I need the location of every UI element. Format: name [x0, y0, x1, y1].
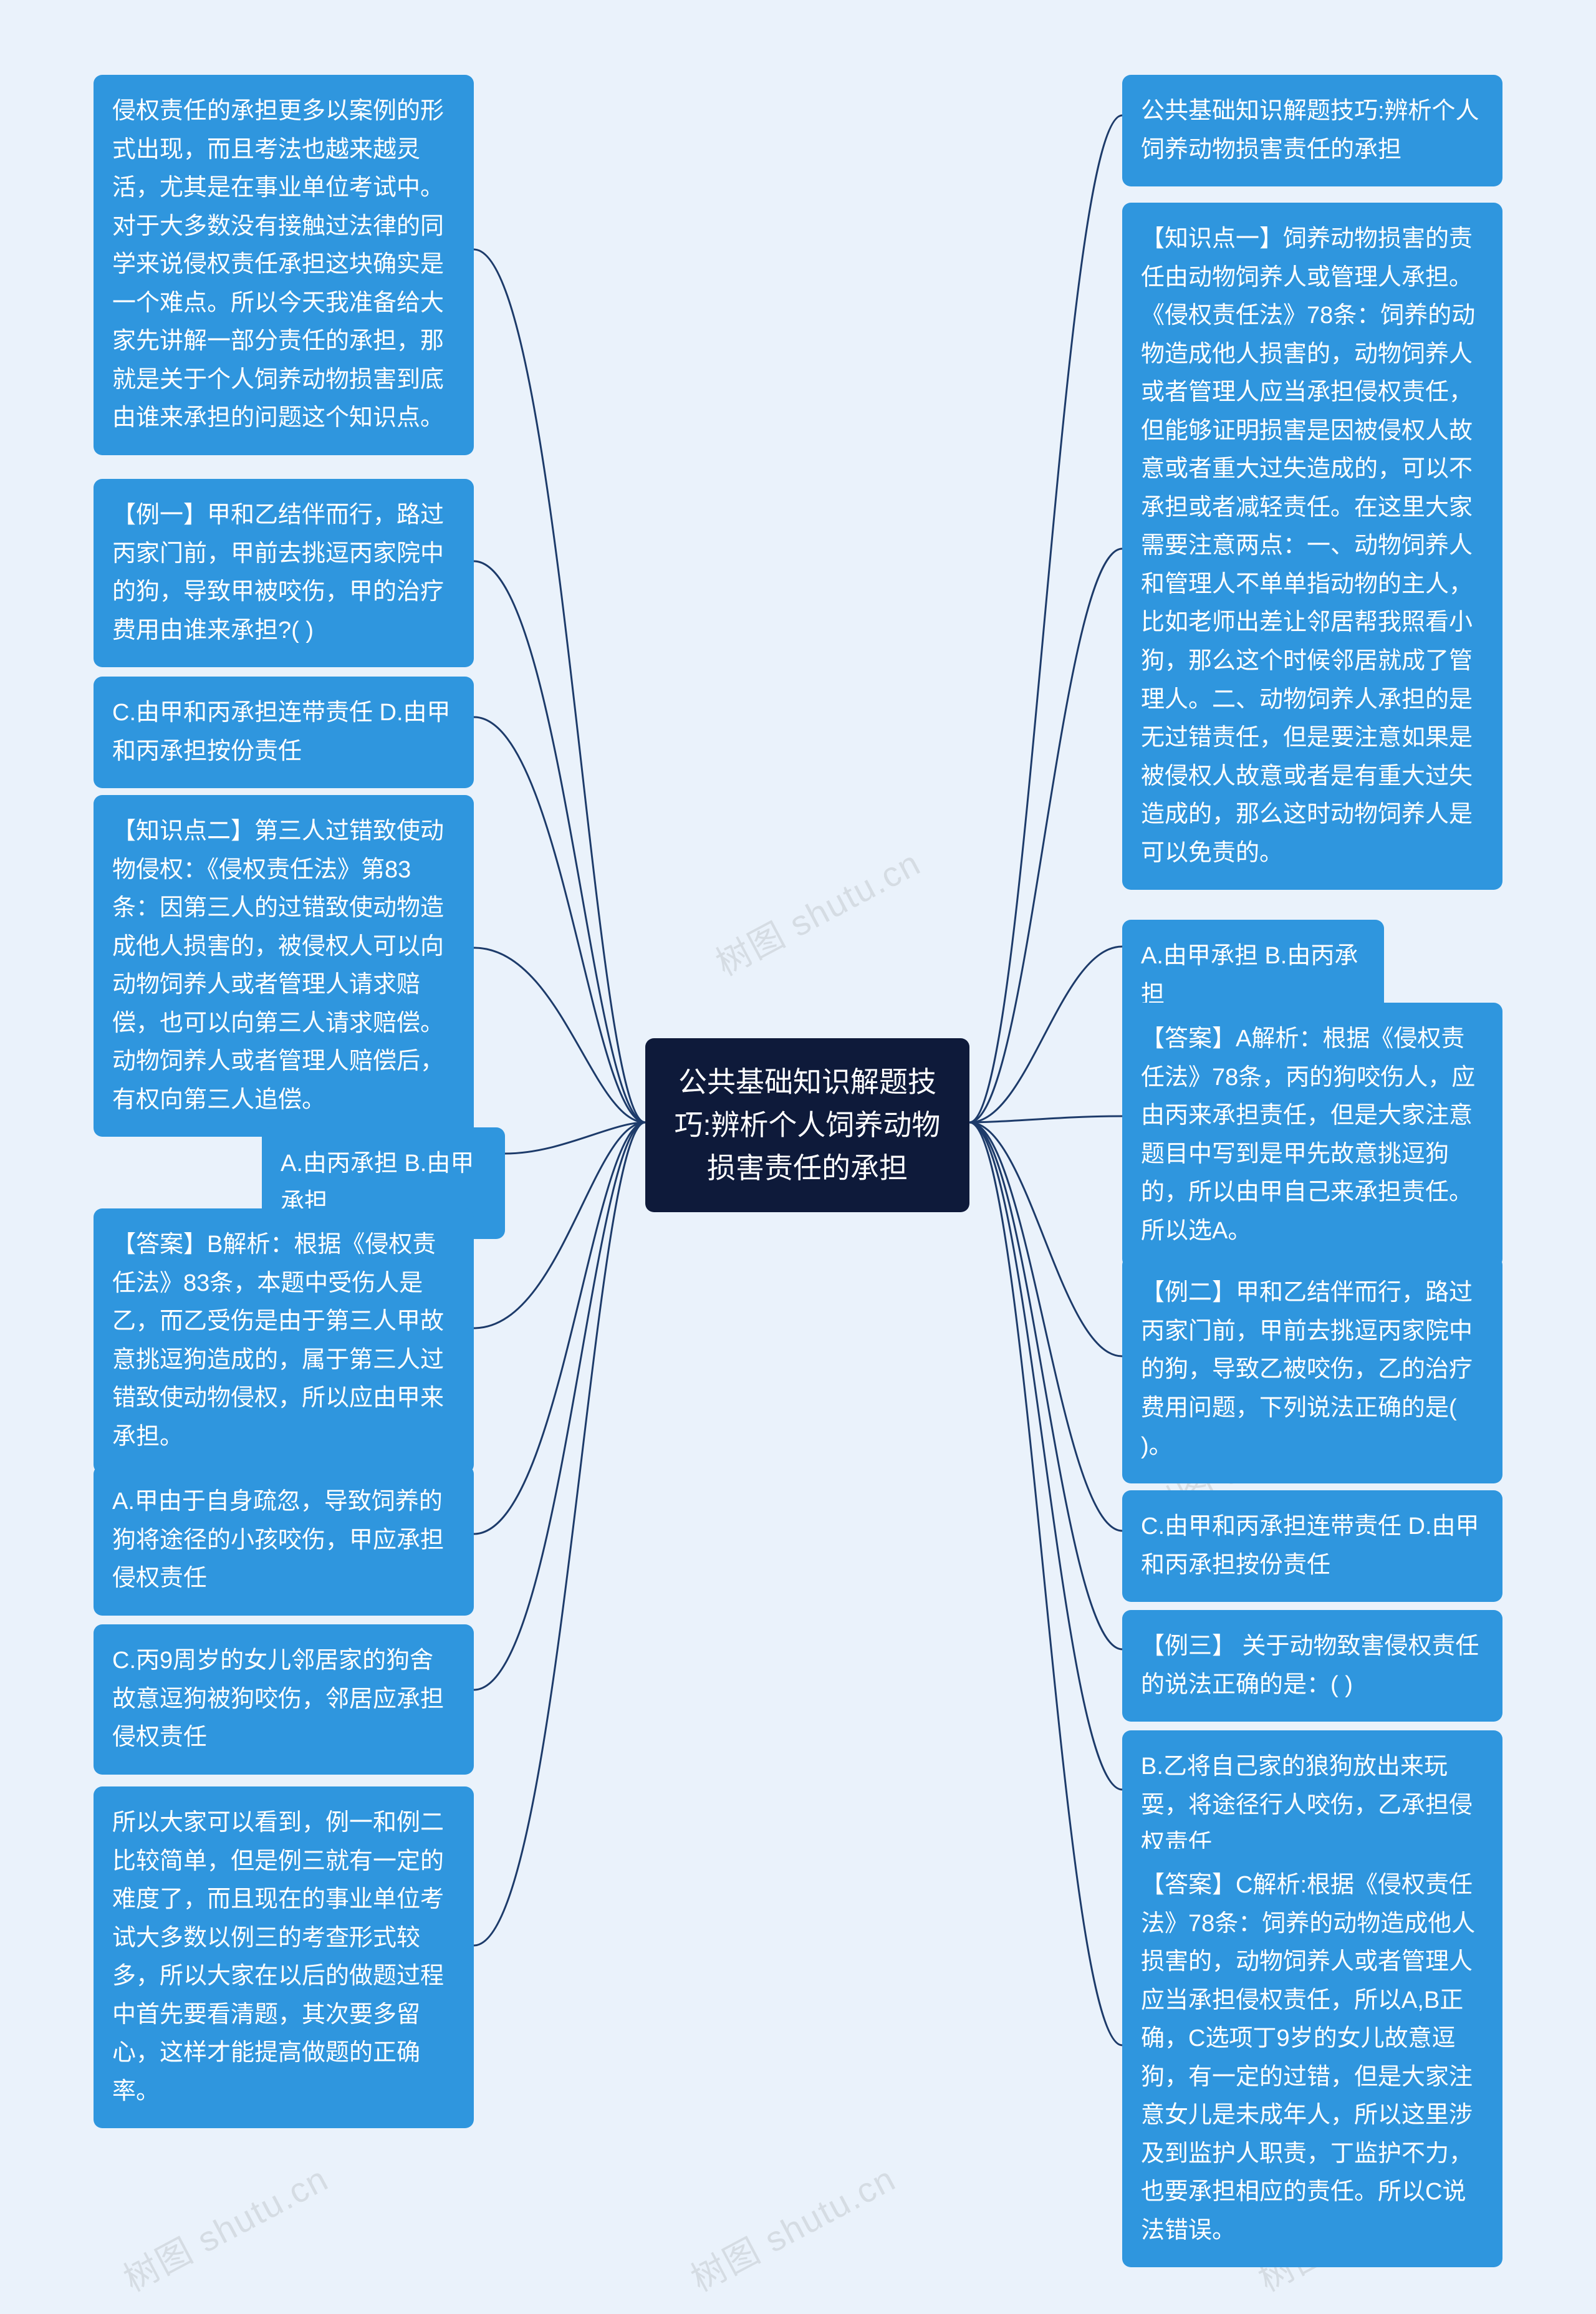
watermark: 树图 shutu.cn [113, 2151, 336, 2302]
mindmap-node[interactable]: 【例二】甲和乙结伴而行，路过丙家门前，甲前去挑逗丙家院中的狗，导致乙被咬伤，乙的… [1122, 1256, 1502, 1483]
watermark: 树图 shutu.cn [681, 2151, 903, 2302]
mindmap-node[interactable]: 【答案】C解析:根据《侵权责任法》78条：饲养的动物造成他人损害的，动物饲养人或… [1122, 1849, 1502, 2267]
mindmap-node[interactable]: 【知识点二】第三人过错致使动物侵权：《侵权责任法》第83条：因第三人的过错致使动… [94, 795, 474, 1137]
mindmap-node[interactable]: 所以大家可以看到，例一和例二比较简单，但是例三就有一定的难度了，而且现在的事业单… [94, 1786, 474, 2128]
mindmap-node[interactable]: C.由甲和丙承担连带责任 D.由甲和丙承担按份责任 [1122, 1490, 1502, 1602]
mindmap-node[interactable]: 【例三】 关于动物致害侵权责任的说法正确的是：( ) [1122, 1610, 1502, 1722]
mindmap-node[interactable]: 【知识点一】饲养动物损害的责任由动物饲养人或管理人承担。《侵权责任法》78条：饲… [1122, 203, 1502, 890]
mindmap-node[interactable]: 公共基础知识解题技巧:辨析个人饲养动物损害责任的承担 [1122, 75, 1502, 186]
mindmap-node[interactable]: A.甲由于自身疏忽，导致饲养的狗将途径的小孩咬伤，甲应承担侵权责任 [94, 1465, 474, 1616]
mindmap-node[interactable]: 【例一】甲和乙结伴而行，路过丙家门前，甲前去挑逗丙家院中的狗，导致甲被咬伤，甲的… [94, 479, 474, 667]
mindmap-node[interactable]: 【答案】B解析：根据《侵权责任法》83条，本题中受伤人是乙，而乙受伤是由于第三人… [94, 1208, 474, 1473]
mindmap-node[interactable]: C.由甲和丙承担连带责任 D.由甲和丙承担按份责任 [94, 677, 474, 788]
mindmap-node[interactable]: C.丙9周岁的女儿邻居家的狗舍故意逗狗被狗咬伤，邻居应承担侵权责任 [94, 1624, 474, 1775]
mindmap-node[interactable]: 侵权责任的承担更多以案例的形式出现，而且考法也越来越灵活，尤其是在事业单位考试中… [94, 75, 474, 455]
watermark: 树图 shutu.cn [706, 836, 928, 986]
mindmap-node[interactable]: 【答案】A解析：根据《侵权责任法》78条，丙的狗咬伤人，应由丙来承担责任，但是大… [1122, 1003, 1502, 1268]
center-node[interactable]: 公共基础知识解题技巧:辨析个人饲养动物损害责任的承担 [645, 1038, 969, 1212]
